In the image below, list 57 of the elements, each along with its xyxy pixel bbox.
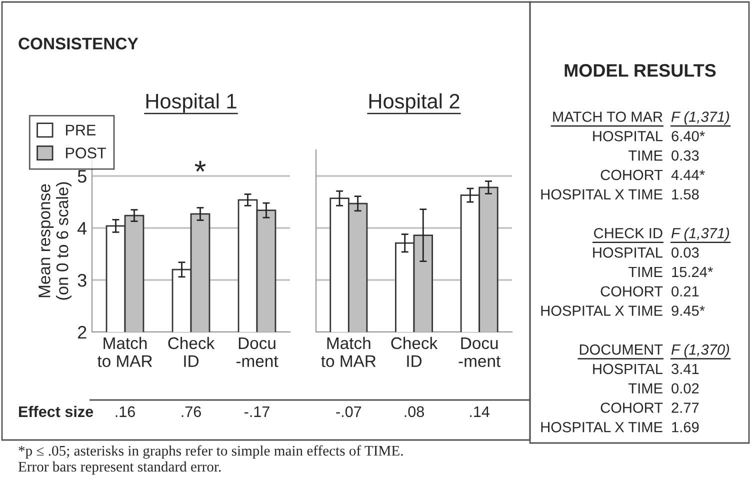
text: 6.40*	[672, 130, 705, 142]
text: *p ≤ .05; asterisks in graphs refer to simple main effects of TIME.	[18, 445, 403, 459]
text: -.07	[336, 406, 362, 418]
text: .76	[182, 406, 201, 418]
text: 3.41	[672, 364, 699, 374]
category-label: HOSPITAL X TIME	[541, 422, 662, 432]
text: 9.45*	[672, 306, 705, 316]
x-tick-label: Docu -ment	[236, 337, 278, 368]
category-label: HOSPITAL	[593, 130, 663, 142]
text: -.17	[244, 406, 270, 417]
category-label: TIME	[628, 150, 662, 161]
text: 2.77	[672, 402, 699, 413]
text: 0.02	[672, 383, 699, 394]
category-label: HOSPITAL	[593, 364, 663, 374]
y-tick-label: 2	[78, 326, 86, 339]
legend-label: PRE	[66, 124, 96, 136]
category-label: CHECK ID	[594, 228, 662, 238]
text: 1.69	[672, 422, 699, 432]
x-tick-label: Check ID	[391, 336, 438, 367]
x-tick-label: Docu -ment	[458, 337, 501, 368]
text: Error bars represent standard error.	[18, 461, 221, 475]
text: 0.33	[672, 150, 699, 161]
category-label: COHORT	[600, 286, 663, 297]
annotation: *	[194, 160, 206, 172]
y-tick-label: 5	[78, 170, 86, 183]
y-tick-label: 3	[78, 274, 86, 287]
category-label: TIME	[628, 383, 662, 394]
x-tick-label: Check ID	[168, 336, 215, 367]
category-label: HOSPITAL X TIME	[541, 189, 662, 200]
text: CONSISTENCY	[18, 38, 138, 50]
text: 0.21	[672, 286, 699, 297]
chart-title: Hospital 1	[146, 93, 236, 113]
text: 15.24*	[672, 266, 713, 278]
chart-title: Hospital 2	[369, 93, 460, 113]
text: F (1,371)	[671, 111, 730, 125]
category-label: COHORT	[600, 402, 663, 413]
x-tick-label: Match to MAR	[97, 336, 152, 368]
category-label: DOCUMENT	[580, 344, 663, 355]
text: F (1,371)	[671, 228, 730, 242]
category-label: COHORT	[600, 170, 663, 180]
text: MODEL RESULTS	[564, 64, 716, 77]
y-axis-title: Mean response (on 0 to 6 scale)	[38, 182, 72, 300]
text: 0.03	[672, 247, 699, 258]
legend-label: POST	[66, 148, 106, 158]
category-label: MATCH TO MAR	[553, 112, 662, 122]
category-label: HOSPITAL X TIME	[541, 306, 662, 316]
text: .08	[404, 406, 424, 418]
text: 1.58	[672, 189, 699, 200]
y-tick-label: 4	[78, 222, 87, 235]
category-label: TIME	[628, 266, 662, 277]
text: F (1,370)	[671, 344, 730, 358]
x-tick-label: Match to MAR	[321, 336, 376, 368]
text: .16	[116, 406, 135, 418]
text: 4.44*	[671, 170, 705, 180]
category-label: HOSPITAL	[593, 247, 663, 258]
text: Effect size	[19, 406, 94, 418]
text: .14	[470, 406, 490, 417]
